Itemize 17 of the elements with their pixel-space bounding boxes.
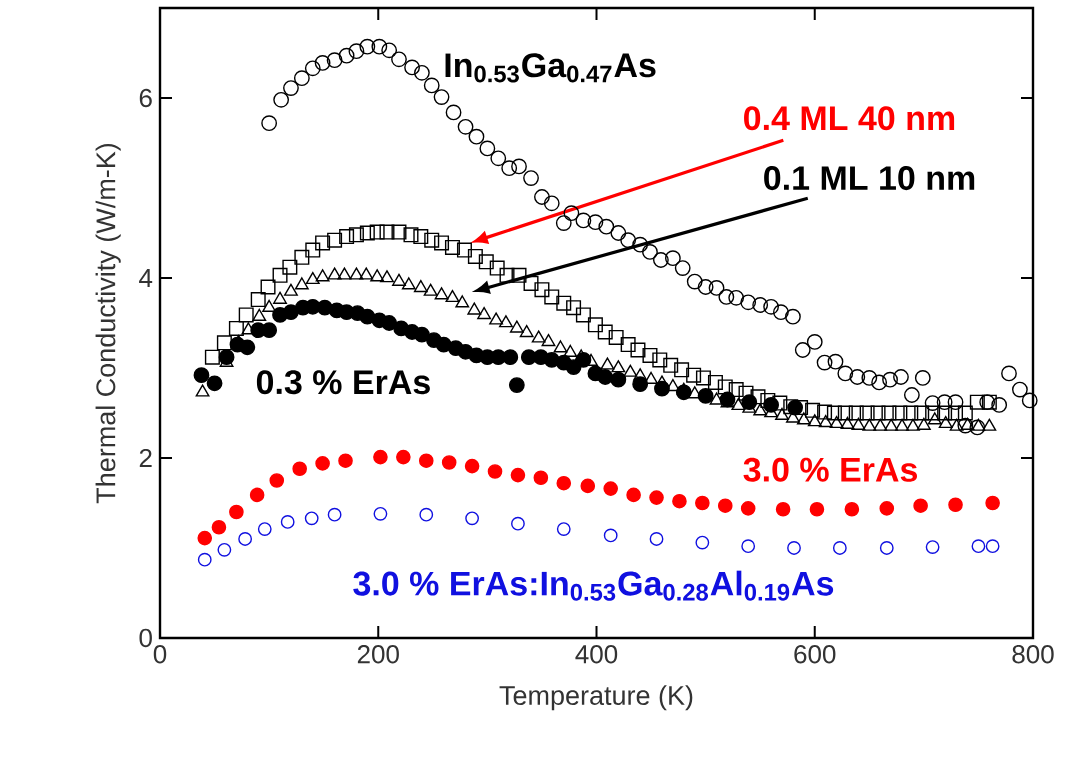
annotation: 0.4 ML 40 nm	[744, 106, 955, 131]
y-axis-title: Thermal Conductivity (W/m-K)	[95, 143, 121, 504]
x-axis-title: Temperature (K)	[499, 685, 693, 711]
x-tick-label: 200	[357, 645, 399, 664]
y-tick-label: 6	[139, 88, 152, 108]
series-label: 3.0 % ErAs:In$_{0.53}$Ga$_{0.28}$Al$_{0.19}$As	[353, 570, 834, 601]
annotation: 0.1 ML 10 nm	[764, 166, 975, 191]
x-tick-label: 0	[153, 645, 167, 664]
x-tick-label: 600	[794, 645, 836, 664]
series-label: 3.0 % ErAs	[743, 457, 918, 482]
legend-label: In$_{0.53}$Ga$_{0.47}$As	[445, 53, 656, 83]
y-tick-label: 4	[139, 269, 153, 287]
x-tick-label: 800	[1012, 645, 1054, 664]
y-tick-label: 2	[139, 448, 152, 468]
series-label: 0.3 % ErAs	[256, 370, 430, 395]
y-tick-label: 0	[139, 628, 152, 648]
x-tick-label: 400	[575, 645, 618, 664]
